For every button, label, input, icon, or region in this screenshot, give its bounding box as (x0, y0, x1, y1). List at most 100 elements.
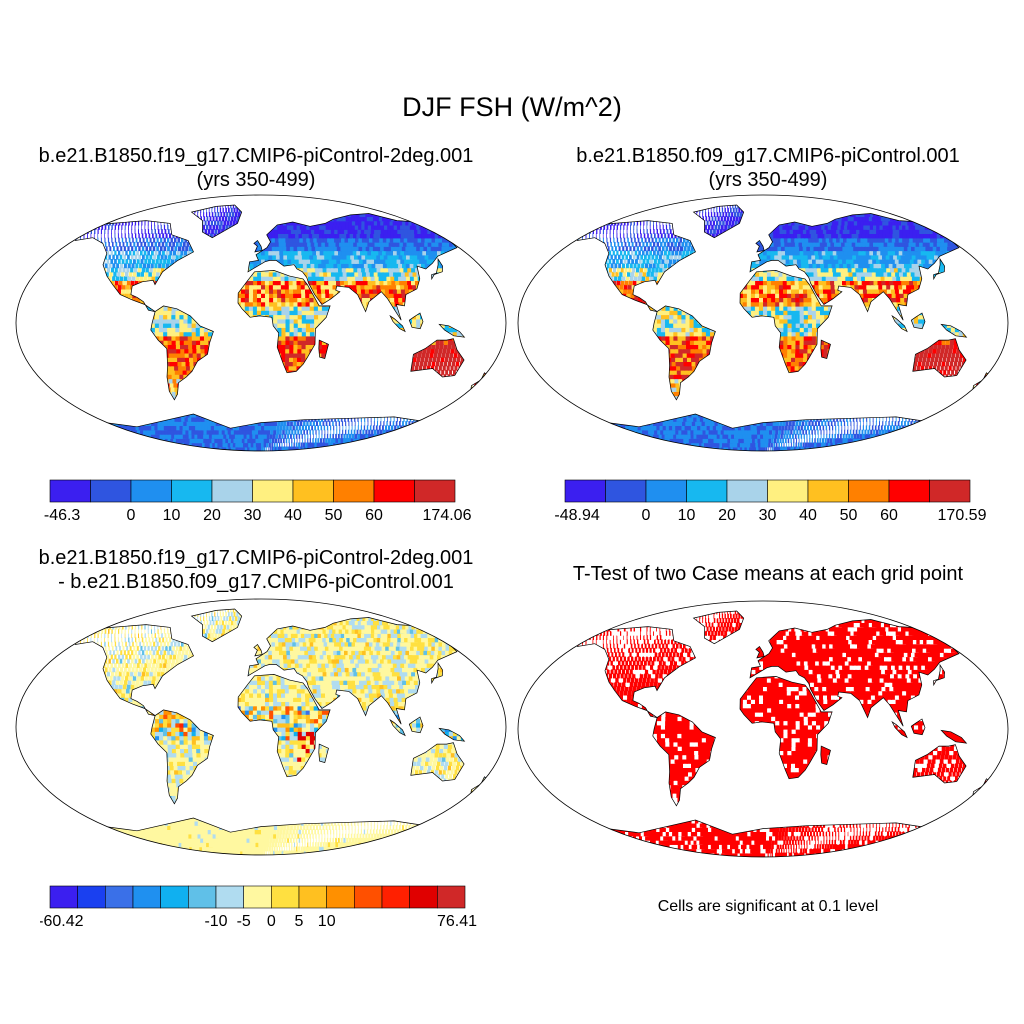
land-new-zealand (973, 778, 993, 795)
panel-3-title-line1: b.e21.B1850.f19_g17.CMIP6-piControl-2deg… (0, 546, 512, 570)
figure-title: DJF FSH (W/m^2) (0, 92, 1024, 123)
land-south-america (652, 711, 716, 806)
colorbar-tick-label: 40 (284, 507, 302, 524)
colorbar-tick-label: 0 (267, 913, 276, 930)
colorbar-case1: -46.3 0 10 20 30 40 50 60 174.06 (44, 479, 472, 524)
panel-4-title: T-Test of two Case means at each grid po… (512, 562, 1024, 586)
land-borneo (409, 717, 423, 733)
colorbar-box (130, 479, 172, 503)
colorbar-tick-label: 0 (642, 507, 651, 524)
colorbar-tick-label: 30 (759, 507, 777, 524)
land-north-america (574, 626, 696, 718)
land-new-guinea (941, 324, 967, 338)
map-ttest (517, 600, 1009, 858)
colorbar-tick-label: 20 (203, 507, 221, 524)
land-north-america (574, 220, 696, 312)
colorbar-tick-label: -10 (204, 913, 227, 930)
colorbar-box (252, 479, 294, 503)
colorbar-box (564, 479, 606, 503)
colorbar-box (373, 479, 415, 503)
colorbar-box (243, 885, 272, 909)
panel-3-title: b.e21.B1850.f19_g17.CMIP6-piControl-2deg… (0, 546, 512, 594)
colorbar-box (414, 479, 456, 503)
colorbar-box (726, 479, 768, 503)
map-border (15, 598, 507, 856)
land-borneo (409, 313, 423, 329)
colorbar-box (49, 885, 79, 909)
colorbar-box (326, 885, 355, 909)
colorbar-tick-label: 40 (799, 507, 817, 524)
colorbar-tick-label: 20 (718, 507, 736, 524)
land-south-america (150, 305, 214, 400)
colorbar-tick-label: -5 (237, 913, 251, 930)
panel-2-title: b.e21.B1850.f09_g17.CMIP6-piControl.001 … (512, 144, 1024, 192)
significance-note: Cells are significant at 0.1 level (512, 898, 1024, 916)
land-borneo (911, 313, 925, 329)
land-new-zealand (973, 372, 993, 389)
colorbar-min-label: -46.3 (44, 507, 81, 524)
colorbar-tick-label: 60 (880, 507, 898, 524)
colorbar-box (215, 885, 245, 909)
colorbar-difference: -60.42 -10 -5 0 5 10 76.41 (40, 885, 477, 930)
land-new-guinea (941, 730, 967, 744)
colorbar-tick-label: 30 (244, 507, 262, 524)
land-greenland (693, 205, 744, 238)
colorbar-box (848, 479, 890, 503)
map-difference (15, 598, 507, 856)
map-border (15, 194, 507, 452)
land-greenland (693, 611, 744, 644)
colorbar-box (105, 885, 134, 909)
colorbar-min-label: -48.94 (555, 507, 600, 524)
colorbar-max-label: 170.59 (938, 507, 987, 524)
map-field (61, 204, 491, 451)
colorbar-box (90, 479, 132, 503)
map-border (517, 194, 1009, 452)
land-australia (912, 338, 967, 377)
land-new-guinea (439, 728, 465, 742)
colorbar-tick-label: 10 (318, 913, 336, 930)
colorbar-box (888, 479, 930, 503)
land-borneo (911, 719, 925, 735)
land-greenland (191, 205, 242, 238)
colorbar-max-label: 174.06 (423, 507, 472, 524)
colorbar-box (929, 479, 971, 503)
panel-1-title: b.e21.B1850.f19_g17.CMIP6-piControl-2deg… (0, 144, 512, 192)
colorbar-box (298, 885, 328, 909)
land-greenland (191, 609, 242, 642)
land-south-america (652, 305, 716, 400)
colorbar-box (409, 885, 438, 909)
map-border (517, 600, 1009, 858)
colorbar-box (767, 479, 809, 503)
map-field (563, 610, 993, 857)
colorbar-box (381, 885, 411, 909)
colorbar-box (271, 885, 300, 909)
colorbar-max-label: 76.41 (437, 913, 477, 930)
colorbar-box (807, 479, 849, 503)
panel-3-title-line2: - b.e21.B1850.f09_g17.CMIP6-piControl.00… (0, 570, 512, 594)
colorbar-box (686, 479, 728, 503)
colorbar-box (171, 479, 213, 503)
map-case2 (517, 194, 1009, 452)
colorbar-box (353, 885, 383, 909)
colorbar-tick-label: 10 (678, 507, 696, 524)
map-case1 (15, 194, 507, 452)
colorbar-tick-label: 50 (840, 507, 858, 524)
colorbar-case2: -48.94 0 10 20 30 40 50 60 170.59 (555, 479, 987, 524)
colorbar-tick-label: 50 (325, 507, 343, 524)
colorbar-min-label: -60.42 (40, 913, 84, 930)
colorbar-box (77, 885, 106, 909)
colorbar-box (436, 885, 466, 909)
panel-2-title-line2: (yrs 350-499) (512, 168, 1024, 192)
colorbar-box (49, 479, 91, 503)
land-south-america (150, 709, 214, 804)
land-north-america (72, 220, 194, 312)
panel-1-title-line1: b.e21.B1850.f19_g17.CMIP6-piControl-2deg… (0, 144, 512, 168)
colorbar-box (605, 479, 647, 503)
map-field (563, 204, 993, 451)
colorbar-box (211, 479, 253, 503)
land-new-zealand (471, 776, 491, 793)
colorbar-box (333, 479, 375, 503)
map-field (61, 608, 491, 855)
colorbar-tick-label: 10 (163, 507, 181, 524)
colorbar-box (160, 885, 189, 909)
